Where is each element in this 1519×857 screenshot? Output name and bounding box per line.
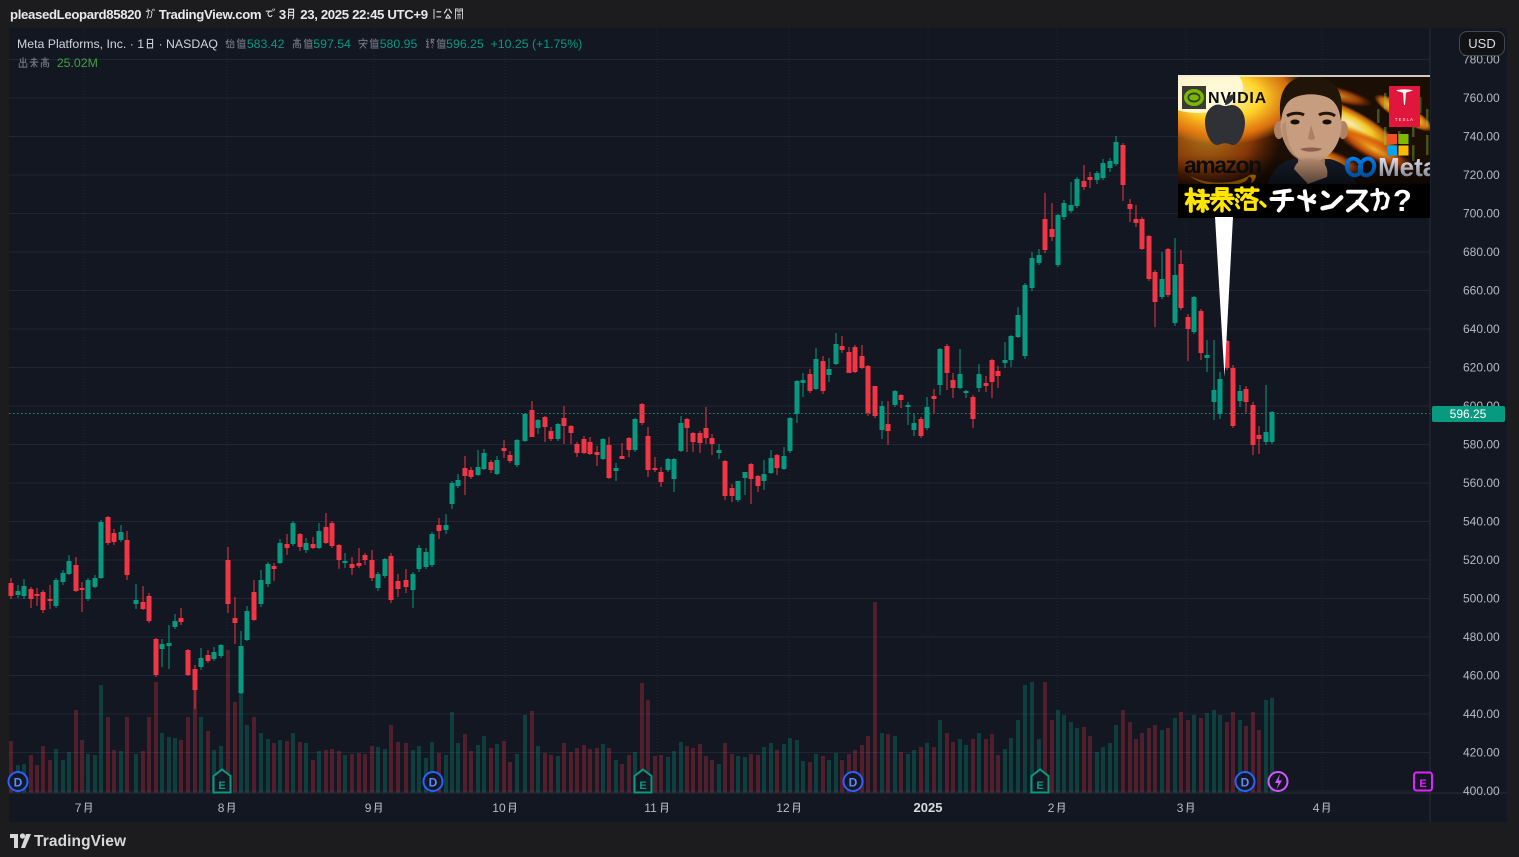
svg-text:680.00: 680.00 xyxy=(1463,245,1500,259)
svg-text:420.00: 420.00 xyxy=(1463,746,1500,760)
svg-text:E: E xyxy=(639,780,646,792)
svg-text:D: D xyxy=(1241,776,1250,790)
svg-text:3: 3 xyxy=(1177,801,1184,815)
svg-text:560.00: 560.00 xyxy=(1463,476,1500,490)
svg-text:?: ? xyxy=(1393,183,1412,218)
svg-text:596.25: 596.25 xyxy=(1450,407,1487,421)
svg-text:580.00: 580.00 xyxy=(1463,438,1500,452)
svg-text:640.00: 640.00 xyxy=(1463,322,1500,336)
svg-text:400.00: 400.00 xyxy=(1463,784,1500,798)
svg-text:440.00: 440.00 xyxy=(1463,707,1500,721)
svg-text:520.00: 520.00 xyxy=(1463,553,1500,567)
svg-text:TESLA: TESLA xyxy=(1395,117,1414,122)
svg-text:9: 9 xyxy=(365,801,372,815)
svg-text:8: 8 xyxy=(218,801,225,815)
svg-text:D: D xyxy=(429,776,438,790)
svg-text:E: E xyxy=(1036,780,1043,792)
svg-text:660.00: 660.00 xyxy=(1463,284,1500,298)
svg-text:10: 10 xyxy=(492,801,506,815)
svg-text:E: E xyxy=(1419,778,1426,790)
svg-text:760.00: 760.00 xyxy=(1463,91,1500,105)
svg-text:780.00: 780.00 xyxy=(1463,53,1500,67)
svg-text:11: 11 xyxy=(644,801,657,815)
svg-text:720.00: 720.00 xyxy=(1463,168,1500,182)
svg-text:540.00: 540.00 xyxy=(1463,515,1500,529)
svg-text:2025: 2025 xyxy=(914,800,943,815)
svg-text:TradingView: TradingView xyxy=(34,833,127,850)
svg-text:12: 12 xyxy=(776,801,790,815)
svg-text:E: E xyxy=(218,780,225,792)
svg-text:700.00: 700.00 xyxy=(1463,207,1500,221)
svg-text:2: 2 xyxy=(1048,801,1055,815)
svg-text:620.00: 620.00 xyxy=(1463,361,1500,375)
svg-text:740.00: 740.00 xyxy=(1463,130,1500,144)
svg-text:480.00: 480.00 xyxy=(1463,630,1500,644)
svg-text:460.00: 460.00 xyxy=(1463,669,1500,683)
svg-text:NVIDIA: NVIDIA xyxy=(1208,90,1267,107)
svg-text:4: 4 xyxy=(1313,801,1320,815)
svg-text:7: 7 xyxy=(75,801,82,815)
svg-text:D: D xyxy=(849,776,858,790)
svg-text:D: D xyxy=(14,776,23,790)
svg-text:500.00: 500.00 xyxy=(1463,592,1500,606)
